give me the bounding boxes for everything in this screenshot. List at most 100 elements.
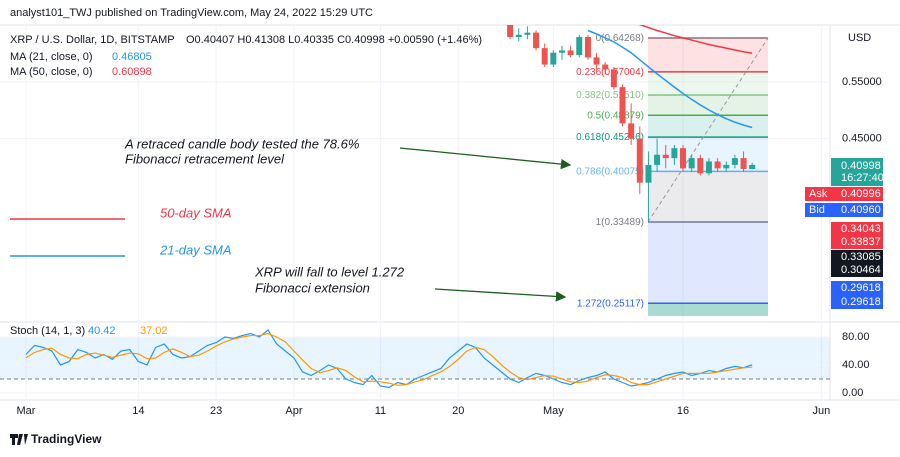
candle-body (740, 158, 747, 170)
symbol-title: XRP / U.S. Dollar, 1D, BITSTAMP (10, 34, 175, 46)
ohlc-readout: O0.40407 H0.41308 L0.40335 C0.40998 +0.0… (186, 34, 482, 46)
annotation: Fibonacci extension (255, 280, 370, 295)
fib-band (648, 222, 768, 304)
publisher-line: analyst101_TWJ published on TradingView.… (10, 7, 373, 19)
candle-body (714, 161, 721, 169)
candle-body (688, 158, 695, 169)
fib-band (648, 95, 768, 116)
candle-body (558, 50, 565, 53)
candle-body (602, 64, 609, 70)
candle-body (567, 50, 574, 56)
fib-label: 1.272(0.25117) (577, 298, 644, 309)
candle-body (550, 52, 557, 65)
x-tick-label: 23 (210, 405, 222, 417)
price-tag (805, 203, 883, 217)
x-tick-label: 16 (677, 405, 689, 417)
fib-label: 0.236(0.57004) (576, 67, 644, 78)
candle-body (654, 154, 661, 165)
legend-label: 21-day SMA (159, 242, 232, 257)
candle-body (533, 32, 540, 49)
price-tag-value: 0.29618 (841, 282, 881, 294)
candle-body (705, 161, 712, 174)
candle-body (610, 69, 617, 88)
price-tag-value: 0.33085 (841, 251, 881, 263)
price-tag-label: Bid (809, 204, 825, 216)
x-tick-label: 11 (375, 405, 386, 417)
last-price-box (831, 158, 883, 186)
y-tick-label: 80.00 (842, 331, 870, 343)
fib-band (648, 38, 768, 72)
fib-band (648, 115, 768, 138)
fib-label: 0(0.64268) (596, 33, 644, 44)
candle-body (671, 148, 678, 159)
fib-label: 1(0.33489) (596, 217, 644, 228)
price-tag-value: 0.34043 (841, 223, 881, 235)
x-tick-label: 20 (452, 405, 464, 417)
fib-band (648, 171, 768, 223)
candle-body (619, 87, 626, 124)
price-tag (831, 235, 883, 249)
price-tag-value: 0.30464 (841, 264, 881, 276)
price-tag (831, 222, 883, 236)
y-tick-label: 0.00 (842, 387, 863, 399)
countdown: 16:27:40 (841, 172, 884, 184)
candle-body (680, 148, 687, 169)
stoch-line (25, 332, 753, 386)
candle-body (636, 138, 643, 183)
candle-body (731, 158, 738, 165)
x-tick-label: Apr (285, 405, 302, 417)
annotation: XRP will fall to level 1.272 (254, 264, 405, 279)
candle-body (507, 25, 514, 37)
candle-body (515, 34, 522, 37)
annotation-arrow (434, 288, 567, 302)
price-tag-value: 0.40960 (841, 204, 881, 216)
fib-label: 0.786(0.40075) (576, 166, 644, 177)
stoch-value: 40.42 (88, 325, 116, 337)
moving-average (638, 25, 753, 54)
ma-name: MA (50, close, 0) (10, 66, 93, 78)
stoch-line (25, 329, 753, 389)
candle-body (749, 164, 756, 170)
fib-label: 0.5(0.48879) (587, 110, 644, 121)
price-tag (831, 281, 883, 295)
fib-band (648, 71, 768, 96)
trend-line (647, 37, 769, 223)
candle-body (723, 164, 730, 169)
footer-brand: TradingView (31, 432, 102, 446)
candle-body (593, 57, 600, 65)
price-tag (805, 187, 883, 201)
price-tag-label: Ask (809, 188, 828, 200)
y-tick-label: 0.45000 (842, 133, 882, 145)
x-tick-label: Mar (16, 405, 35, 417)
candle-body (576, 36, 583, 56)
candle-body (628, 123, 635, 139)
ma-value: 0.60898 (112, 66, 152, 78)
candle-body (697, 158, 704, 174)
moving-average (587, 29, 753, 129)
x-tick-label: May (543, 405, 564, 417)
annotation-arrow (399, 147, 572, 170)
footer-logo (10, 434, 28, 445)
legend-label: 50-day SMA (160, 205, 232, 220)
price-tag (831, 250, 883, 264)
x-tick-label: 14 (132, 405, 144, 417)
annotation: Fibonacci retracement level (125, 151, 285, 166)
price-tag-value: 0.40996 (841, 188, 881, 200)
indicator-title: Stoch (14, 1, 3) (10, 325, 85, 337)
price-tag-value: 0.29618 (841, 296, 881, 308)
ma-name: MA (21, close, 0) (10, 51, 93, 63)
candle-body (541, 48, 548, 65)
candle-body (662, 154, 669, 159)
axis-title: USD (848, 32, 871, 44)
y-tick-label: 0.55000 (842, 76, 882, 88)
fib-extension-band (648, 303, 768, 316)
stoch-band (0, 336, 830, 379)
candle-body (524, 32, 531, 35)
price-tag (831, 263, 883, 277)
candle-body (645, 164, 652, 183)
fib-label: 0.618(0.45246) (576, 132, 644, 143)
x-tick-label: Jun (812, 405, 830, 417)
annotation: A retraced candle body tested the 78.6% (124, 136, 359, 151)
